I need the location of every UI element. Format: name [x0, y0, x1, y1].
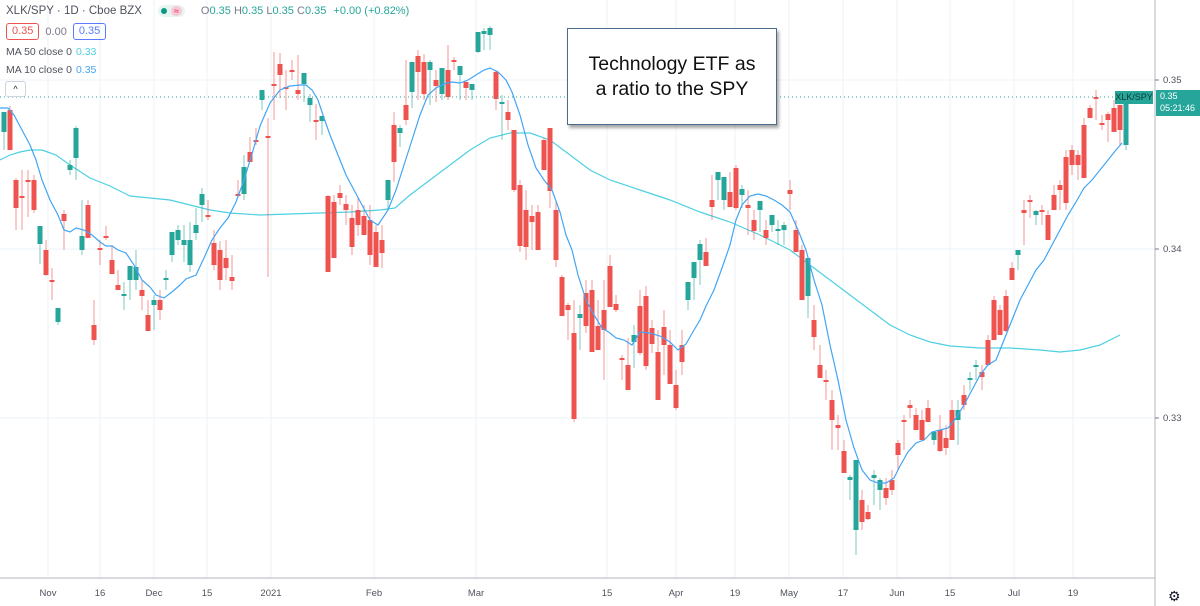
ma10-line	[0, 67, 1123, 484]
compare-icon: ≈	[170, 6, 182, 16]
chevron-up-icon: ^	[13, 84, 18, 94]
indicator-ma50[interactable]: MA 50 close 0 0.33	[6, 46, 97, 58]
settings-gear-icon[interactable]: ⚙	[1168, 588, 1181, 604]
time-tick-label: 15	[202, 588, 213, 599]
time-tick-label: Nov	[40, 588, 57, 599]
time-tick-label: 15	[945, 588, 956, 599]
ma50-line	[0, 132, 1121, 353]
time-tick-label: Mar	[468, 588, 484, 599]
spread-value: 0.00	[45, 25, 67, 38]
time-tick-label: 2021	[260, 588, 281, 599]
ohlc-values: O0.35 H0.35 L0.35 C0.35 +0.00 (+0.82%)	[200, 5, 410, 17]
time-tick-label: Dec	[146, 588, 163, 599]
time-tick-label: 17	[838, 588, 849, 599]
market-open-icon	[160, 8, 167, 14]
time-tick-label: May	[780, 588, 798, 599]
last-price-tag: 0.35 05:21:46	[1156, 90, 1200, 116]
chart-legend: XLK/SPY · 1D · Cboe BZX ≈ O0.35 H0.35 L0…	[6, 4, 409, 76]
time-tick-label: 16	[95, 588, 106, 599]
time-tick-label: 19	[1068, 588, 1079, 599]
indicator-ma10[interactable]: MA 10 close 0 0.35	[6, 64, 97, 76]
bar-countdown: 05:21:46	[1160, 103, 1196, 113]
price-tick-label: 0.34	[1163, 244, 1182, 255]
time-axis[interactable]: Nov 16 Dec 15 2021 Feb Mar 15 Apr 19 May 17 Jun 15 Jul…	[40, 588, 1079, 599]
price-axis[interactable]: 0.35 0.34 0.33	[1155, 75, 1182, 424]
candlestick-series	[1, 26, 1129, 555]
buy-price-button[interactable]: 0.35	[72, 23, 107, 40]
symbol-label-tag: XLK/SPY	[1115, 91, 1153, 104]
time-tick-label: 19	[730, 588, 741, 599]
price-tick-label: 0.33	[1163, 413, 1182, 424]
time-tick-label: Jun	[889, 588, 904, 599]
change-value: +0.00 (+0.82%)	[333, 5, 410, 17]
symbol-title[interactable]: XLK/SPY · 1D · Cboe BZX	[6, 5, 142, 17]
time-tick-label: Feb	[366, 588, 382, 599]
market-status-pill[interactable]: ≈	[157, 5, 185, 17]
price-tick-label: 0.35	[1163, 75, 1182, 86]
sell-price-button[interactable]: 0.35	[6, 23, 40, 40]
time-tick-label: Jul	[1008, 588, 1020, 599]
collapse-legend-button[interactable]: ^	[5, 81, 26, 97]
annotation-callout[interactable]: Technology ETF as a ratio to the SPY	[567, 28, 777, 125]
time-tick-label: Apr	[669, 588, 684, 599]
time-tick-label: 15	[602, 588, 613, 599]
